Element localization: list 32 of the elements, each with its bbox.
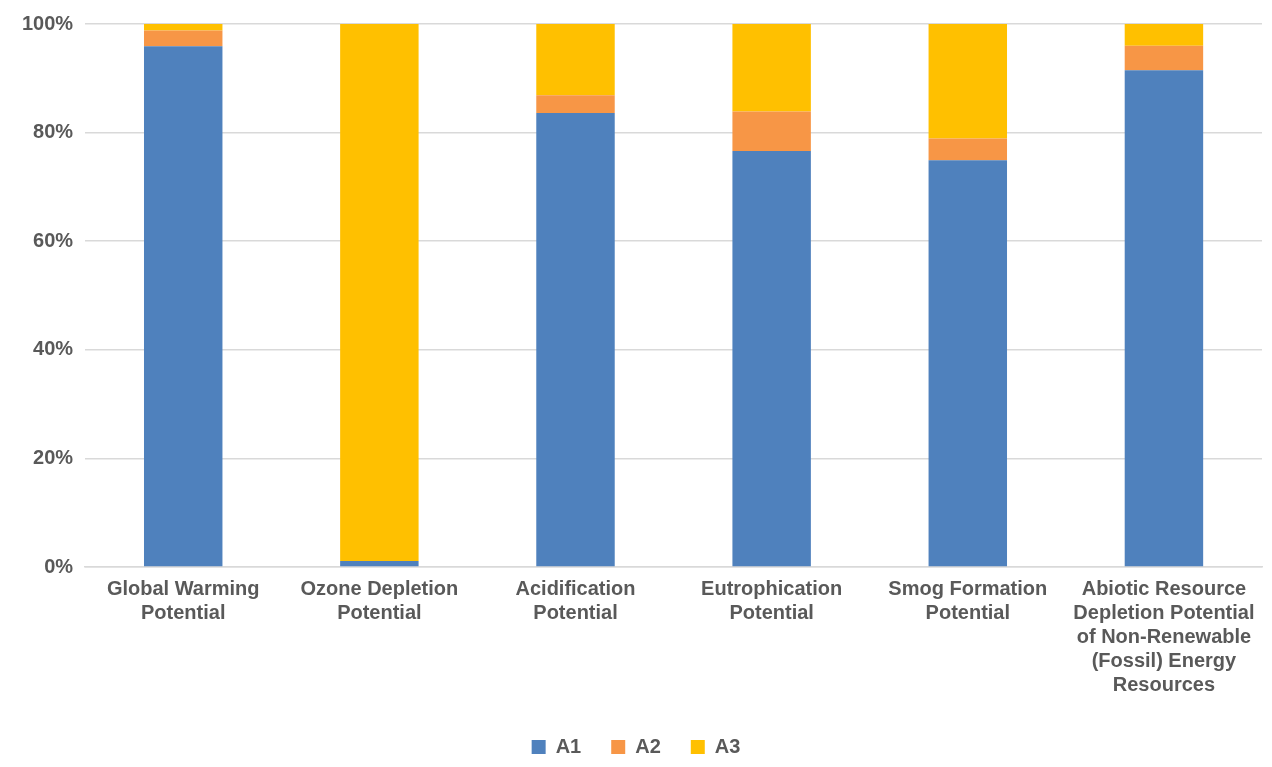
bar xyxy=(536,24,615,96)
bar xyxy=(732,151,811,567)
bar xyxy=(1124,24,1204,46)
legend-label: A1 xyxy=(555,734,582,757)
bar xyxy=(928,160,1008,567)
bar xyxy=(732,24,811,112)
bar xyxy=(928,24,1008,139)
bar xyxy=(1124,45,1204,71)
bar xyxy=(732,111,811,152)
x-tick-label: Acidification Potential xyxy=(515,576,636,623)
y-tick-label: 0% xyxy=(44,554,74,577)
bar xyxy=(340,561,419,567)
x-tick-label: Global Warming Potential xyxy=(106,576,260,623)
legend-label: A3 xyxy=(714,734,741,757)
y-tick-label: 20% xyxy=(33,445,74,468)
y-tick-label: 80% xyxy=(33,120,74,143)
bar xyxy=(144,46,223,567)
y-tick-label: 100% xyxy=(22,11,74,34)
bar xyxy=(144,30,223,47)
bar xyxy=(340,24,419,562)
bar xyxy=(536,95,615,114)
bar xyxy=(1124,70,1204,567)
bar xyxy=(928,138,1008,161)
bar xyxy=(536,113,615,567)
x-tick-label: Eutrophication Potential xyxy=(701,576,843,623)
x-tick-label: Abiotic Resource Depletion Potential of Non-Renewable (Fossil) Energy Resources xyxy=(1073,576,1255,695)
bar xyxy=(144,24,223,31)
y-tick-label: 40% xyxy=(33,337,74,360)
x-tick-label: Smog Formation Potential xyxy=(888,576,1048,623)
y-tick-label: 60% xyxy=(33,228,74,251)
legend-label: A2 xyxy=(635,734,661,757)
x-tick-label: Ozone Depletion Potential xyxy=(300,576,459,623)
